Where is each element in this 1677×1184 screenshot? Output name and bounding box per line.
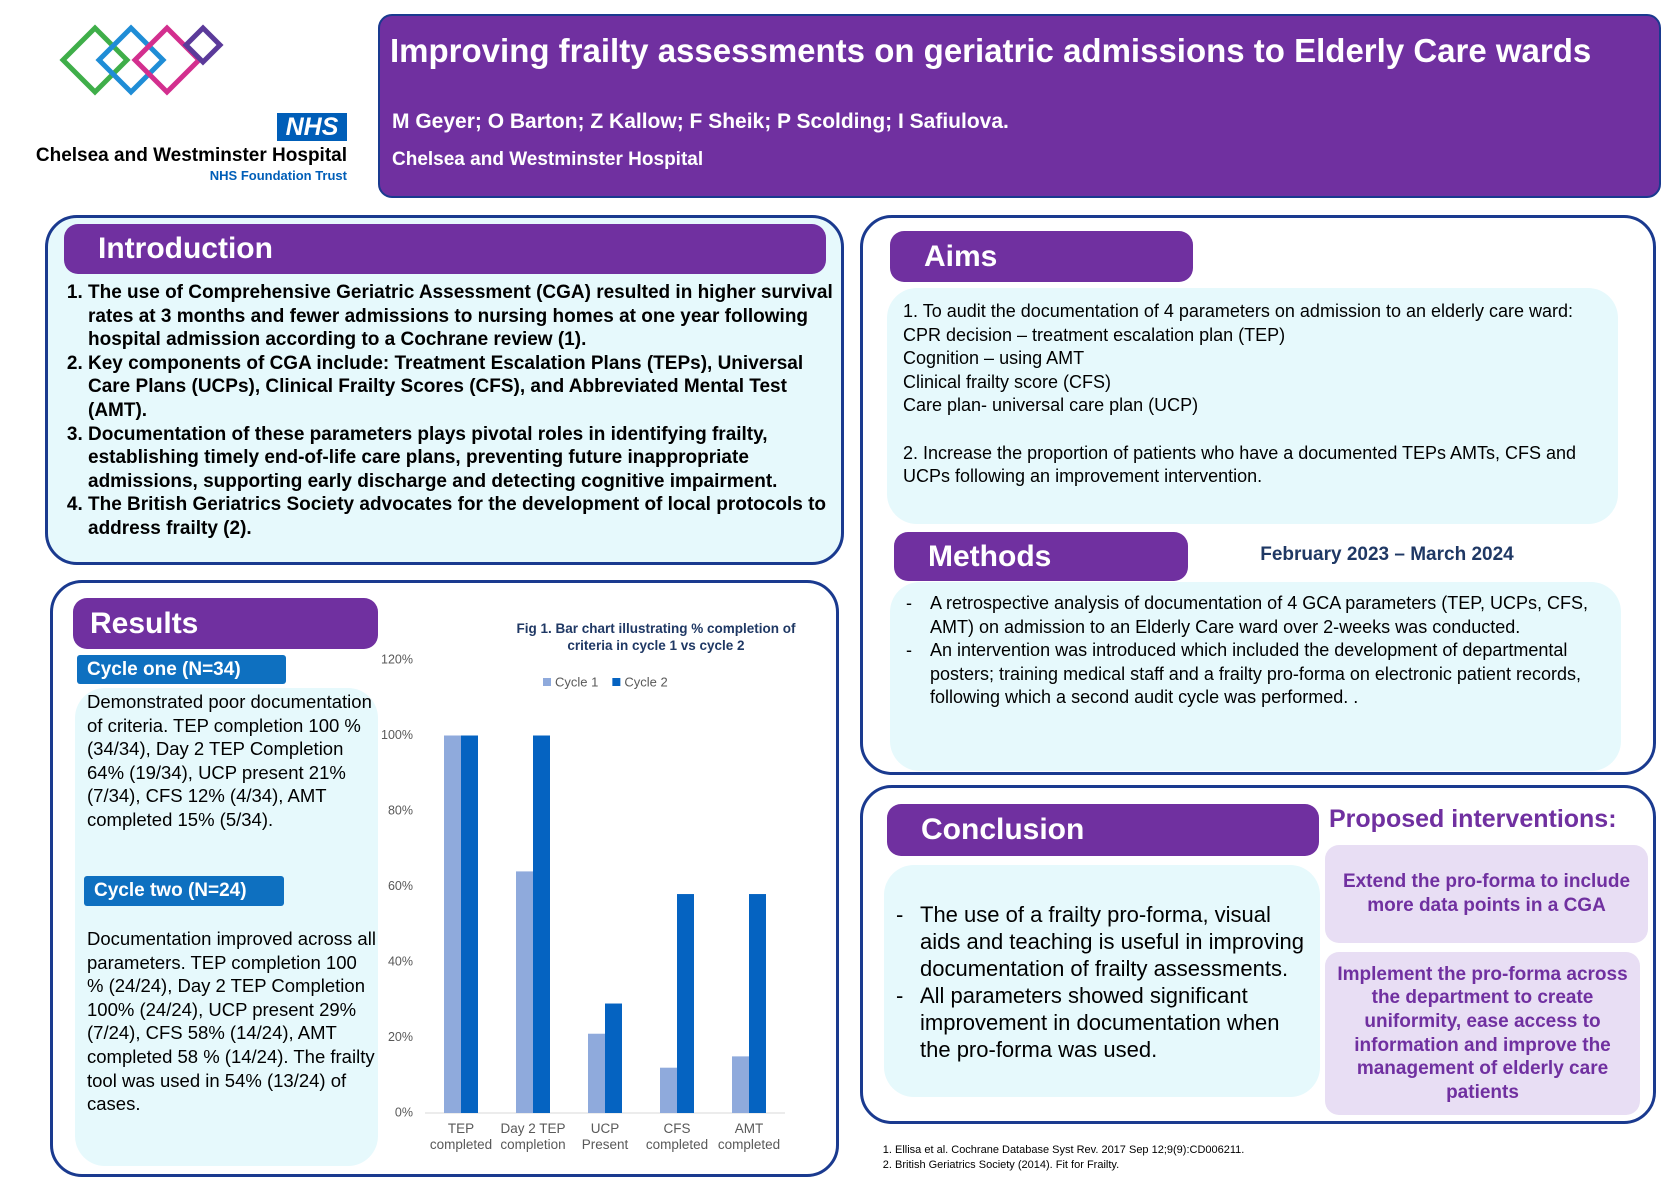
- y-tick-label: 120%: [381, 652, 413, 666]
- bar: [732, 1056, 749, 1113]
- introduction-item: Key components of CGA include: Treatment…: [88, 352, 840, 423]
- date-range: February 2023 – March 2024: [1260, 544, 1514, 565]
- aims-line: Care plan- universal care plan (UCP): [903, 395, 1199, 416]
- bar: [660, 1067, 677, 1113]
- x-tick-label: CFS completed: [645, 1121, 709, 1152]
- section-heading: Methods: [894, 532, 1188, 581]
- legend-label: Cycle 1: [555, 674, 598, 689]
- x-tick-label: Day 2 TEP completion: [500, 1121, 566, 1152]
- poster-title: Improving frailty assessments on geriatr…: [390, 32, 1592, 69]
- y-tick-label: 20%: [388, 1030, 413, 1044]
- bar: [444, 735, 461, 1113]
- methods-text: A retrospective analysis of documentatio…: [890, 582, 1621, 771]
- legend-swatch: [543, 678, 551, 686]
- cycle-label: Cycle two (N=24): [84, 876, 284, 906]
- chart-title: Fig 1. Bar chart illustrating % completi…: [516, 621, 796, 653]
- reference: Ellisa et al. Cochrane Database Syst Rev…: [895, 1143, 1244, 1158]
- authors: M Geyer; O Barton; Z Kallow; F Sheik; P …: [392, 110, 1009, 133]
- proposed-item: Implement the pro-forma across the depar…: [1325, 952, 1640, 1115]
- affiliation: Chelsea and Westminster Hospital: [392, 149, 704, 170]
- references: Ellisa et al. Cochrane Database Syst Rev…: [871, 1143, 1244, 1173]
- nhs-badge: NHS: [277, 113, 347, 141]
- y-tick-label: 60%: [388, 879, 413, 893]
- header-banner: [378, 14, 1661, 198]
- section-heading: Conclusion: [887, 804, 1319, 856]
- introduction-item: The British Geriatrics Society advocates…: [88, 493, 840, 540]
- y-tick-label: 80%: [388, 803, 413, 817]
- bar: [677, 894, 694, 1113]
- bar: [588, 1033, 605, 1113]
- conclusion-text: The use of a frailty pro-forma, visual a…: [884, 865, 1320, 1097]
- introduction-item: Documentation of these parameters plays …: [88, 423, 840, 494]
- conclusion-item: The use of a frailty pro-forma, visual a…: [892, 901, 1310, 982]
- aims-line: CPR decision – treatment escalation plan…: [903, 324, 1286, 345]
- x-tick-label: TEP completed: [429, 1121, 493, 1152]
- x-tick-label: AMT completed: [717, 1121, 781, 1152]
- bar: [516, 871, 533, 1113]
- conclusion-panel: [860, 785, 1656, 1124]
- y-tick-label: 100%: [381, 728, 413, 742]
- methods-item: An intervention was introduced which inc…: [902, 639, 1609, 710]
- introduction-item: The use of Comprehensive Geriatric Asses…: [88, 281, 840, 352]
- conclusion-list: The use of a frailty pro-forma, visual a…: [892, 901, 1310, 1063]
- x-tick-label: UCP Present: [581, 1121, 629, 1152]
- results-panel: [50, 580, 839, 1177]
- proposed-heading: Proposed interventions:: [1329, 805, 1617, 833]
- legend-swatch: [612, 678, 621, 686]
- proposed-item: Extend the pro-forma to include more dat…: [1325, 845, 1648, 943]
- bar: [533, 735, 550, 1113]
- conclusion-item: All parameters showed significant improv…: [892, 982, 1310, 1063]
- section-heading: Aims: [890, 231, 1193, 282]
- cycle-text: Demonstrated poor documentation of crite…: [87, 691, 372, 830]
- logo-diamonds: [59, 24, 224, 96]
- aims-methods-panel: [860, 215, 1656, 775]
- section-heading: Results: [73, 598, 378, 649]
- trust-name: NHS Foundation Trust: [209, 168, 347, 183]
- methods-item: A retrospective analysis of documentatio…: [902, 592, 1609, 639]
- aims-line: 1. To audit the documentation of 4 param…: [903, 301, 1574, 321]
- bar: [605, 1003, 622, 1113]
- aims-line: Clinical frailty score (CFS): [903, 371, 1112, 392]
- section-heading: Introduction: [64, 224, 826, 274]
- y-tick-label: 0%: [395, 1105, 413, 1119]
- introduction-list: The use of Comprehensive Geriatric Asses…: [62, 281, 840, 541]
- aims-line: Cognition – using AMT: [903, 348, 1085, 369]
- y-tick-label: 40%: [388, 954, 413, 968]
- cycle-label: Cycle one (N=34): [77, 655, 286, 684]
- legend-label: Cycle 2: [624, 674, 667, 689]
- aims-text: 1. To audit the documentation of 4 param…: [887, 288, 1618, 524]
- cycle-text: Documentation improved across all parame…: [87, 928, 376, 1115]
- bar: [749, 894, 766, 1113]
- bar: [461, 735, 478, 1113]
- org-name: Chelsea and Westminster Hospital: [35, 145, 347, 166]
- methods-list: A retrospective analysis of documentatio…: [902, 592, 1609, 710]
- reference: British Geriatrics Society (2014). Fit f…: [895, 1158, 1244, 1173]
- results-text-box: [75, 688, 378, 1166]
- aims-line: 2. Increase the proportion of patients w…: [903, 442, 1577, 487]
